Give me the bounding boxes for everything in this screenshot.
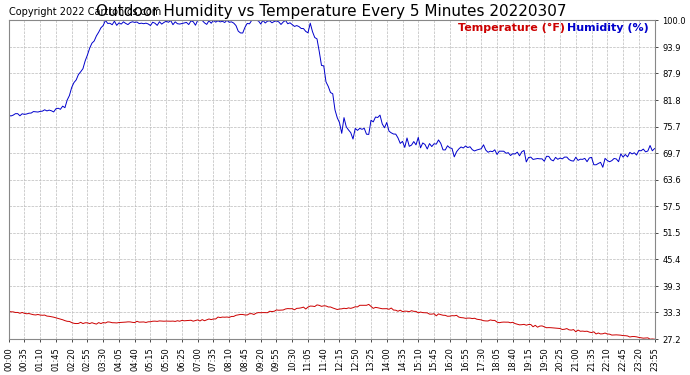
Title: Outdoor Humidity vs Temperature Every 5 Minutes 20220307: Outdoor Humidity vs Temperature Every 5 … bbox=[97, 4, 567, 19]
Text: Copyright 2022 Cartronics.com: Copyright 2022 Cartronics.com bbox=[9, 7, 161, 17]
Legend: Temperature (°F), Humidity (%): Temperature (°F), Humidity (%) bbox=[453, 18, 653, 37]
